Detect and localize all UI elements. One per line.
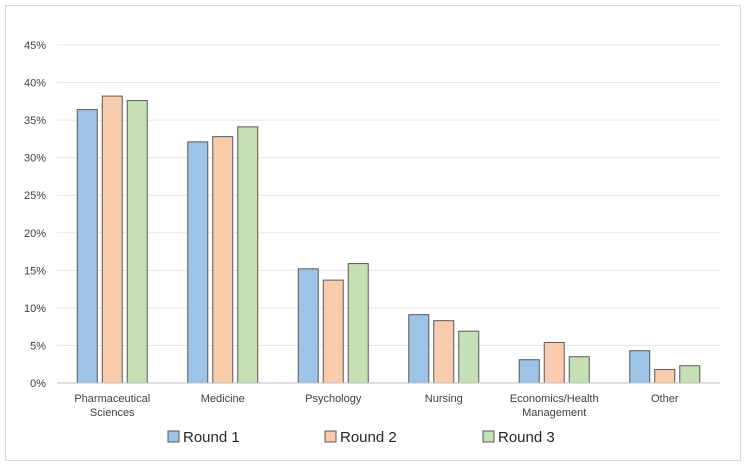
- bar: [297, 268, 319, 384]
- x-tick-label: Medicine: [201, 393, 245, 405]
- x-tick-label: Nursing: [425, 393, 463, 405]
- y-tick-label: 15%: [24, 265, 46, 277]
- bar: [126, 100, 148, 384]
- y-tick-label: 45%: [24, 40, 46, 52]
- bar: [629, 350, 651, 384]
- bar: [408, 314, 430, 384]
- y-tick-label: 10%: [24, 303, 46, 315]
- y-tick-label: 25%: [24, 190, 46, 202]
- y-tick-label: 40%: [24, 78, 46, 90]
- bar: [458, 330, 480, 384]
- bar: [187, 141, 209, 384]
- bar: [237, 126, 259, 384]
- bar: [347, 263, 369, 384]
- x-tick-label: Psychology: [305, 393, 362, 405]
- legend-label: Round 3: [498, 429, 555, 446]
- legend-swatch: [324, 430, 337, 443]
- bar: [101, 95, 123, 384]
- y-tick-label: 0%: [30, 378, 46, 390]
- y-tick-label: 5%: [30, 340, 46, 352]
- bar: [518, 359, 540, 384]
- bar: [679, 365, 701, 384]
- y-tick-label: 35%: [24, 115, 46, 127]
- bar: [322, 279, 344, 384]
- x-tick-label: Management: [522, 407, 586, 419]
- x-tick-label: Other: [651, 393, 679, 405]
- legend-swatch: [482, 430, 495, 443]
- legend-label: Round 1: [183, 429, 240, 446]
- bar: [433, 320, 455, 384]
- bar: [543, 341, 565, 384]
- bar: [76, 109, 98, 384]
- legend-label: Round 2: [340, 429, 397, 446]
- bar: [654, 368, 676, 384]
- x-tick-label: Sciences: [90, 407, 135, 419]
- y-tick-label: 30%: [24, 153, 46, 165]
- bar: [568, 356, 590, 384]
- legend-swatch: [167, 430, 180, 443]
- y-tick-label: 20%: [24, 228, 46, 240]
- bar: [212, 136, 234, 384]
- x-tick-label: Economics/Health: [510, 393, 599, 405]
- x-tick-label: Pharmaceutical: [74, 393, 150, 405]
